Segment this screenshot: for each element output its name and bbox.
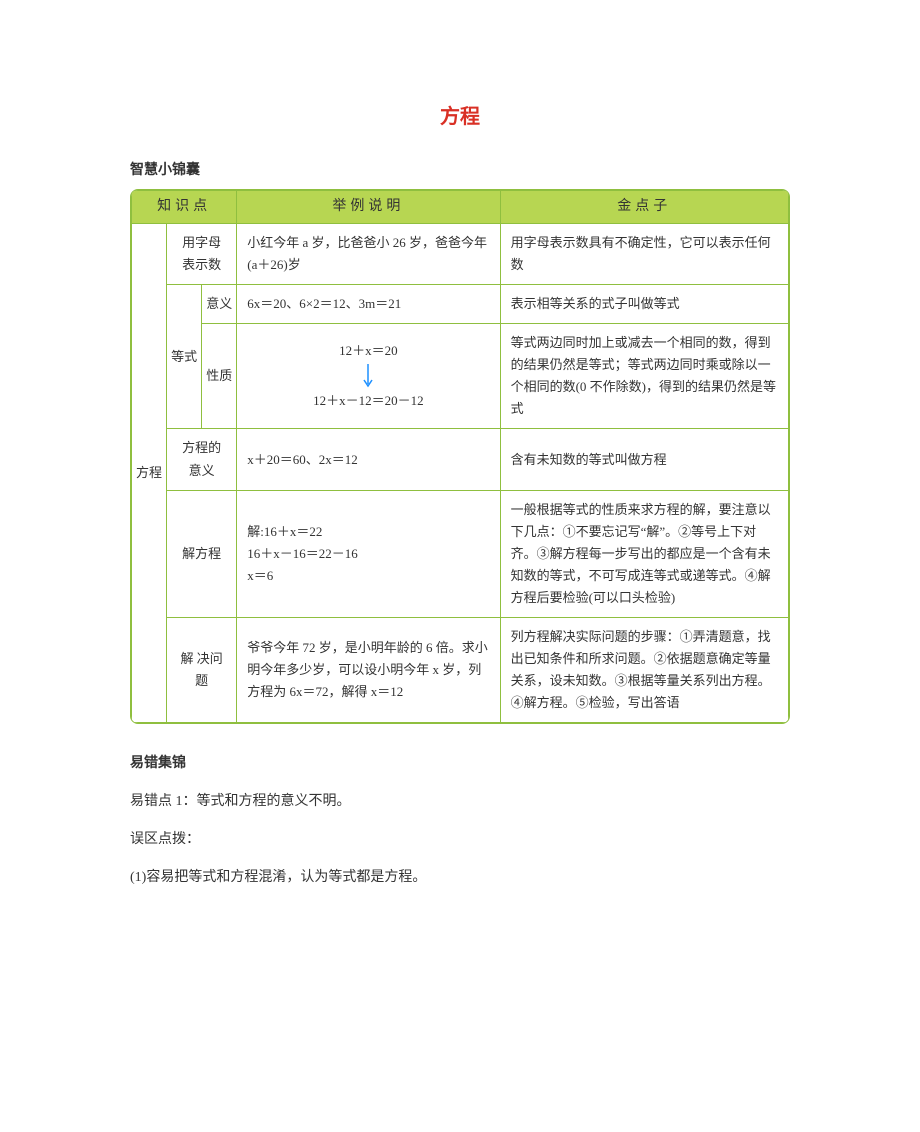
table-row: 等式 意义 6x＝20、6×2＝12、3m＝21 表示相等关系的式子叫做等式 xyxy=(132,284,789,323)
table-header-row: 知识点 举例说明 金点子 xyxy=(132,191,789,224)
kp-letters: 用字母表示数 xyxy=(167,223,237,284)
kp-fangcheng-meaning: 方程的意义 xyxy=(167,429,237,490)
mistake-hint-head: 误区点拨： xyxy=(130,828,790,848)
table-row: 方程的意义 x＋20＝60、2x＝12 含有未知数的等式叫做方程 xyxy=(132,429,789,490)
gd-solve-problem: 列方程解决实际问题的步骤：①弄清题意，找出已知条件和所求问题。②依据题意确定等量… xyxy=(500,618,788,723)
ex-fc-meaning: x＋20＝60、2x＝12 xyxy=(237,429,500,490)
col-gold: 金点子 xyxy=(500,191,788,224)
gd-fc-meaning: 含有未知数的等式叫做方程 xyxy=(500,429,788,490)
knowledge-table: 知识点 举例说明 金点子 方程 用字母表示数 小红今年 a 岁，比爸爸小 26 … xyxy=(131,190,789,723)
ex-eq-meaning: 6x＝20、6×2＝12、3m＝21 xyxy=(237,284,500,323)
eq-prop-line1: 12＋x＝20 xyxy=(247,340,489,362)
mistake-point-1: 易错点 1：等式和方程的意义不明。 xyxy=(130,790,790,810)
mistake-hint-1: (1)容易把等式和方程混淆，认为等式都是方程。 xyxy=(130,866,790,886)
kp-eq-meaning: 意义 xyxy=(202,284,237,323)
gd-eq-property: 等式两边同时加上或减去一个相同的数，得到的结果仍然是等式；等式两边同时乘或除以一… xyxy=(500,324,788,429)
table-row: 解方程 解:16＋x＝22 16＋x－16＝22－16 x＝6 一般根据等式的性… xyxy=(132,490,789,617)
gd-eq-meaning: 表示相等关系的式子叫做等式 xyxy=(500,284,788,323)
table-row: 解 决问 题 爷爷今年 72 岁，是小明年龄的 6 倍。求小明今年多少岁，可以设… xyxy=(132,618,789,723)
ex-eq-property: 12＋x＝20 12＋x－12＝20－12 xyxy=(237,324,500,429)
col-knowledge: 知识点 xyxy=(132,191,237,224)
knowledge-table-wrap: 知识点 举例说明 金点子 方程 用字母表示数 小红今年 a 岁，比爸爸小 26 … xyxy=(130,189,790,724)
section-wisdom-head: 智慧小锦囊 xyxy=(130,159,790,179)
kp-equation: 等式 xyxy=(167,284,202,428)
table-row: 性质 12＋x＝20 12＋x－12＝20－12 等式两边同时加上或减去一个相同… xyxy=(132,324,789,429)
gd-letters: 用字母表示数具有不确定性，它可以表示任何数 xyxy=(500,223,788,284)
ex-solve-eq: 解:16＋x＝22 16＋x－16＝22－16 x＝6 xyxy=(237,490,500,617)
page-title: 方程 xyxy=(130,100,790,129)
col-example: 举例说明 xyxy=(237,191,500,224)
down-arrow-icon xyxy=(361,362,375,390)
ex-letters: 小红今年 a 岁，比爸爸小 26 岁，爸爸今年(a＋26)岁 xyxy=(237,223,500,284)
gd-solve-eq: 一般根据等式的性质来求方程的解，要注意以下几点：①不要忘记写“解”。②等号上下对… xyxy=(500,490,788,617)
ex-solve-problem: 爷爷今年 72 岁，是小明年龄的 6 倍。求小明今年多少岁，可以设小明今年 x … xyxy=(237,618,500,723)
kp-solve-eq: 解方程 xyxy=(167,490,237,617)
section-mistakes-head: 易错集锦 xyxy=(130,752,790,772)
eq-prop-line2: 12＋x－12＝20－12 xyxy=(247,390,489,412)
category-vertical: 方程 xyxy=(132,223,167,723)
kp-eq-property: 性质 xyxy=(202,324,237,429)
table-row: 方程 用字母表示数 小红今年 a 岁，比爸爸小 26 岁，爸爸今年(a＋26)岁… xyxy=(132,223,789,284)
kp-solve-problem: 解 决问 题 xyxy=(167,618,237,723)
